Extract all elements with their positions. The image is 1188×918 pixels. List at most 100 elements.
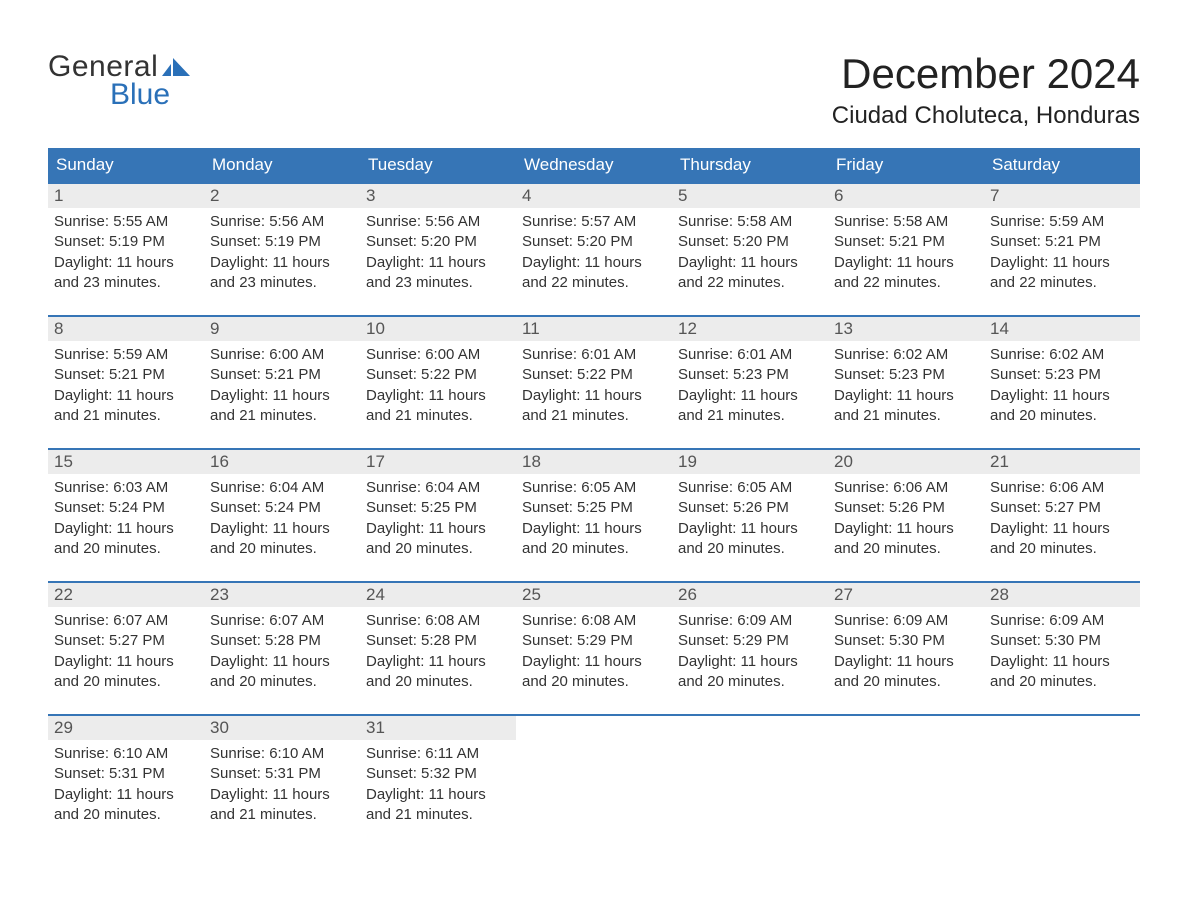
day-cell: 6Sunrise: 5:58 AMSunset: 5:21 PMDaylight… bbox=[828, 184, 984, 297]
sunset-text: Sunset: 5:31 PM bbox=[54, 764, 198, 784]
daylight-text-2: and 20 minutes. bbox=[210, 672, 354, 692]
daylight-text-2: and 22 minutes. bbox=[990, 273, 1134, 293]
daylight-text-2: and 21 minutes. bbox=[54, 406, 198, 426]
day-detail: Sunrise: 5:58 AMSunset: 5:21 PMDaylight:… bbox=[828, 208, 984, 297]
logo: General Blue bbox=[48, 50, 190, 112]
sunset-text: Sunset: 5:26 PM bbox=[678, 498, 822, 518]
sunset-text: Sunset: 5:20 PM bbox=[678, 232, 822, 252]
day-cell: 14Sunrise: 6:02 AMSunset: 5:23 PMDayligh… bbox=[984, 317, 1140, 430]
daylight-text-2: and 20 minutes. bbox=[678, 672, 822, 692]
day-detail: Sunrise: 6:09 AMSunset: 5:30 PMDaylight:… bbox=[828, 607, 984, 696]
page-header: General Blue December 2024 Ciudad Cholut… bbox=[48, 50, 1140, 130]
day-detail: Sunrise: 6:03 AMSunset: 5:24 PMDaylight:… bbox=[48, 474, 204, 563]
day-detail: Sunrise: 6:06 AMSunset: 5:26 PMDaylight:… bbox=[828, 474, 984, 563]
day-cell: 3Sunrise: 5:56 AMSunset: 5:20 PMDaylight… bbox=[360, 184, 516, 297]
day-number: 13 bbox=[828, 317, 984, 341]
sunrise-text: Sunrise: 5:56 AM bbox=[366, 212, 510, 232]
sunrise-text: Sunrise: 6:02 AM bbox=[834, 345, 978, 365]
daylight-text-1: Daylight: 11 hours bbox=[834, 652, 978, 672]
day-cell: 25Sunrise: 6:08 AMSunset: 5:29 PMDayligh… bbox=[516, 583, 672, 696]
sunrise-text: Sunrise: 6:09 AM bbox=[990, 611, 1134, 631]
sunset-text: Sunset: 5:28 PM bbox=[210, 631, 354, 651]
sunset-text: Sunset: 5:29 PM bbox=[522, 631, 666, 651]
day-detail: Sunrise: 5:58 AMSunset: 5:20 PMDaylight:… bbox=[672, 208, 828, 297]
day-cell: 27Sunrise: 6:09 AMSunset: 5:30 PMDayligh… bbox=[828, 583, 984, 696]
daylight-text-2: and 20 minutes. bbox=[54, 672, 198, 692]
sunset-text: Sunset: 5:32 PM bbox=[366, 764, 510, 784]
day-detail: Sunrise: 5:56 AMSunset: 5:19 PMDaylight:… bbox=[204, 208, 360, 297]
sunrise-text: Sunrise: 5:59 AM bbox=[990, 212, 1134, 232]
sunrise-text: Sunrise: 6:07 AM bbox=[210, 611, 354, 631]
daylight-text-1: Daylight: 11 hours bbox=[54, 652, 198, 672]
sunset-text: Sunset: 5:20 PM bbox=[522, 232, 666, 252]
day-header-row: Sunday Monday Tuesday Wednesday Thursday… bbox=[48, 148, 1140, 182]
sunset-text: Sunset: 5:21 PM bbox=[210, 365, 354, 385]
day-detail: Sunrise: 6:10 AMSunset: 5:31 PMDaylight:… bbox=[204, 740, 360, 829]
week-row: 22Sunrise: 6:07 AMSunset: 5:27 PMDayligh… bbox=[48, 581, 1140, 696]
day-cell-empty bbox=[984, 716, 1140, 829]
daylight-text-1: Daylight: 11 hours bbox=[54, 519, 198, 539]
day-detail: Sunrise: 6:11 AMSunset: 5:32 PMDaylight:… bbox=[360, 740, 516, 829]
daylight-text-2: and 20 minutes. bbox=[366, 539, 510, 559]
daylight-text-2: and 20 minutes. bbox=[366, 672, 510, 692]
day-cell: 26Sunrise: 6:09 AMSunset: 5:29 PMDayligh… bbox=[672, 583, 828, 696]
weeks-container: 1Sunrise: 5:55 AMSunset: 5:19 PMDaylight… bbox=[48, 182, 1140, 829]
daylight-text-2: and 20 minutes. bbox=[54, 539, 198, 559]
day-cell: 19Sunrise: 6:05 AMSunset: 5:26 PMDayligh… bbox=[672, 450, 828, 563]
sunrise-text: Sunrise: 6:01 AM bbox=[522, 345, 666, 365]
day-number-empty bbox=[672, 716, 828, 740]
daylight-text-1: Daylight: 11 hours bbox=[210, 652, 354, 672]
day-detail: Sunrise: 6:07 AMSunset: 5:27 PMDaylight:… bbox=[48, 607, 204, 696]
sunset-text: Sunset: 5:20 PM bbox=[366, 232, 510, 252]
day-cell: 31Sunrise: 6:11 AMSunset: 5:32 PMDayligh… bbox=[360, 716, 516, 829]
day-number: 29 bbox=[48, 716, 204, 740]
daylight-text-2: and 20 minutes. bbox=[54, 805, 198, 825]
daylight-text-2: and 20 minutes. bbox=[990, 539, 1134, 559]
sunset-text: Sunset: 5:27 PM bbox=[990, 498, 1134, 518]
daylight-text-2: and 22 minutes. bbox=[678, 273, 822, 293]
day-cell: 10Sunrise: 6:00 AMSunset: 5:22 PMDayligh… bbox=[360, 317, 516, 430]
day-number: 15 bbox=[48, 450, 204, 474]
day-cell: 9Sunrise: 6:00 AMSunset: 5:21 PMDaylight… bbox=[204, 317, 360, 430]
sunset-text: Sunset: 5:30 PM bbox=[990, 631, 1134, 651]
daylight-text-2: and 20 minutes. bbox=[522, 539, 666, 559]
sunset-text: Sunset: 5:22 PM bbox=[366, 365, 510, 385]
daylight-text-2: and 23 minutes. bbox=[366, 273, 510, 293]
sunset-text: Sunset: 5:30 PM bbox=[834, 631, 978, 651]
sunrise-text: Sunrise: 6:05 AM bbox=[678, 478, 822, 498]
day-detail: Sunrise: 6:01 AMSunset: 5:23 PMDaylight:… bbox=[672, 341, 828, 430]
sunset-text: Sunset: 5:25 PM bbox=[366, 498, 510, 518]
day-detail: Sunrise: 6:02 AMSunset: 5:23 PMDaylight:… bbox=[984, 341, 1140, 430]
daylight-text-1: Daylight: 11 hours bbox=[366, 652, 510, 672]
day-number: 10 bbox=[360, 317, 516, 341]
sunrise-text: Sunrise: 6:02 AM bbox=[990, 345, 1134, 365]
day-header-fri: Friday bbox=[828, 148, 984, 182]
sunset-text: Sunset: 5:21 PM bbox=[990, 232, 1134, 252]
day-number: 14 bbox=[984, 317, 1140, 341]
daylight-text-2: and 20 minutes. bbox=[834, 539, 978, 559]
calendar: Sunday Monday Tuesday Wednesday Thursday… bbox=[48, 148, 1140, 829]
day-number: 16 bbox=[204, 450, 360, 474]
day-header-sun: Sunday bbox=[48, 148, 204, 182]
sunrise-text: Sunrise: 5:57 AM bbox=[522, 212, 666, 232]
day-number: 6 bbox=[828, 184, 984, 208]
sunrise-text: Sunrise: 6:10 AM bbox=[54, 744, 198, 764]
daylight-text-2: and 20 minutes. bbox=[210, 539, 354, 559]
daylight-text-1: Daylight: 11 hours bbox=[990, 386, 1134, 406]
day-cell: 22Sunrise: 6:07 AMSunset: 5:27 PMDayligh… bbox=[48, 583, 204, 696]
day-number: 2 bbox=[204, 184, 360, 208]
day-cell: 7Sunrise: 5:59 AMSunset: 5:21 PMDaylight… bbox=[984, 184, 1140, 297]
day-number: 12 bbox=[672, 317, 828, 341]
day-detail: Sunrise: 5:59 AMSunset: 5:21 PMDaylight:… bbox=[48, 341, 204, 430]
day-cell: 16Sunrise: 6:04 AMSunset: 5:24 PMDayligh… bbox=[204, 450, 360, 563]
sunrise-text: Sunrise: 6:08 AM bbox=[522, 611, 666, 631]
sunrise-text: Sunrise: 5:56 AM bbox=[210, 212, 354, 232]
daylight-text-1: Daylight: 11 hours bbox=[366, 519, 510, 539]
day-cell: 23Sunrise: 6:07 AMSunset: 5:28 PMDayligh… bbox=[204, 583, 360, 696]
day-number: 9 bbox=[204, 317, 360, 341]
sunrise-text: Sunrise: 5:58 AM bbox=[678, 212, 822, 232]
day-number: 26 bbox=[672, 583, 828, 607]
day-detail: Sunrise: 6:04 AMSunset: 5:25 PMDaylight:… bbox=[360, 474, 516, 563]
sunrise-text: Sunrise: 6:08 AM bbox=[366, 611, 510, 631]
day-cell: 15Sunrise: 6:03 AMSunset: 5:24 PMDayligh… bbox=[48, 450, 204, 563]
